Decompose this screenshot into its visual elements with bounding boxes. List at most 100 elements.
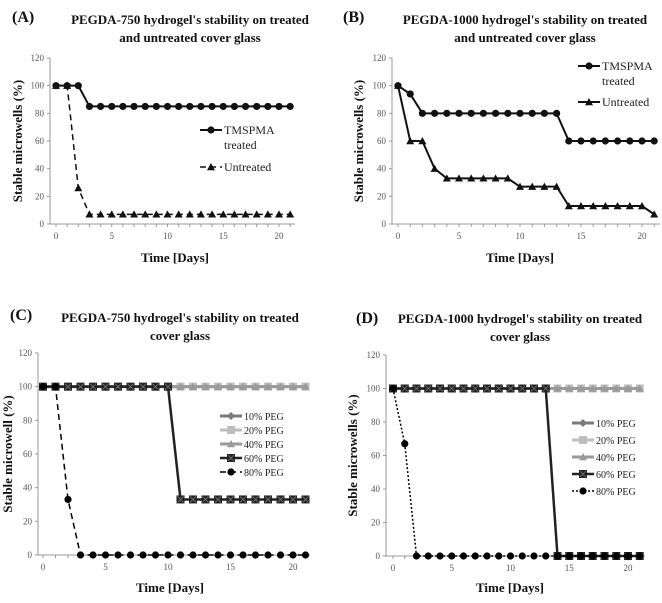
data-point <box>219 102 227 111</box>
x-tick-label: 20 <box>624 563 634 573</box>
x-axis-label: Time [Days] <box>141 250 209 265</box>
y-tick-label: 40 <box>35 164 45 174</box>
y-tick-label: 60 <box>23 449 33 459</box>
data-point <box>406 90 414 98</box>
series-line <box>392 388 640 557</box>
x-tick-label: 20 <box>289 562 299 572</box>
legend-marker-icon <box>579 487 587 495</box>
legend-label: Untreated <box>224 160 271 174</box>
legend-item: Untreated <box>578 95 649 109</box>
x-tick-label: 15 <box>565 563 575 573</box>
data-point <box>589 137 597 145</box>
panel-label: (C) <box>10 307 32 324</box>
legend-marker-icon <box>227 468 235 476</box>
data-point <box>541 384 550 393</box>
data-point <box>613 202 622 210</box>
y-tick-label: 80 <box>371 417 381 427</box>
data-point <box>406 137 415 145</box>
data-point <box>214 382 222 390</box>
legend-label: TMSPMA <box>224 123 275 137</box>
chart-title: PEGDA-750 hydrogel's stability on treate… <box>71 12 310 27</box>
data-point <box>638 202 646 210</box>
y-tick-label: 20 <box>23 516 33 526</box>
data-point <box>89 551 97 559</box>
x-tick-label: 10 <box>516 231 526 241</box>
data-point <box>577 552 585 560</box>
data-point <box>565 384 574 392</box>
y-tick-label: 120 <box>31 53 45 63</box>
y-tick-label: 80 <box>377 108 387 118</box>
legend-label: 80% PEG <box>596 487 636 498</box>
data-point <box>51 383 60 391</box>
data-point <box>492 109 500 117</box>
legend-item: Untreated <box>200 160 271 174</box>
data-point <box>650 137 658 145</box>
data-point <box>459 552 468 560</box>
data-point <box>577 384 585 392</box>
x-tick-label: 0 <box>391 563 396 573</box>
y-tick-label: 100 <box>19 382 33 392</box>
data-point <box>264 551 272 559</box>
y-tick-label: 40 <box>23 483 33 493</box>
data-point <box>471 384 480 393</box>
data-point <box>230 102 238 111</box>
chart-title: cover glass <box>490 329 550 344</box>
data-point <box>424 552 432 560</box>
series-80-peg <box>39 383 310 559</box>
data-point <box>394 81 402 89</box>
data-point <box>241 210 250 218</box>
legend-marker-icon <box>227 454 235 462</box>
data-point <box>276 551 285 559</box>
data-point <box>119 102 127 111</box>
data-point <box>251 495 260 504</box>
data-point <box>400 384 409 393</box>
chart-title: and untreated cover glass <box>119 30 260 45</box>
data-point <box>226 551 235 559</box>
x-axis-label: Time [Days] <box>486 250 554 265</box>
legend-label: 80% PEG <box>244 468 284 479</box>
data-point <box>588 384 597 392</box>
data-point <box>239 551 247 559</box>
data-point <box>276 382 285 390</box>
data-point <box>251 551 260 559</box>
data-point <box>276 495 285 504</box>
legend-item: 40% PEG <box>220 440 284 451</box>
legend-label: TMSPMA <box>602 59 653 73</box>
data-point <box>301 495 310 504</box>
data-point <box>565 137 573 145</box>
data-point <box>528 109 536 117</box>
data-point <box>289 551 297 559</box>
x-tick-label: 0 <box>396 231 401 241</box>
y-tick-label: 80 <box>35 108 45 118</box>
data-point <box>600 384 609 392</box>
legend-marker-icon <box>585 62 593 70</box>
data-point <box>176 495 185 504</box>
chart-title: and untreated cover glass <box>454 30 595 45</box>
data-point <box>275 210 283 218</box>
data-point <box>201 382 210 390</box>
data-point <box>176 382 185 390</box>
series-line <box>56 84 291 108</box>
data-point <box>126 551 135 559</box>
data-point <box>289 382 297 390</box>
data-point <box>141 102 149 111</box>
legend-marker-icon <box>579 436 587 444</box>
panel-label: (B) <box>343 9 364 26</box>
legend-label: 40% PEG <box>596 453 636 464</box>
legend-marker-icon <box>227 412 235 420</box>
y-tick-label: 120 <box>373 53 387 63</box>
x-tick-label: 0 <box>54 231 59 241</box>
data-point <box>553 552 562 560</box>
x-tick-label: 5 <box>457 231 462 241</box>
legend-marker-icon <box>585 98 593 106</box>
series-line <box>43 385 306 556</box>
data-point <box>436 384 444 393</box>
data-point <box>467 174 476 182</box>
data-point <box>108 102 116 111</box>
data-point <box>577 137 585 145</box>
data-point <box>97 102 105 111</box>
data-point <box>114 382 122 391</box>
legend-item: 20% PEG <box>572 436 636 447</box>
y-tick-label: 0 <box>40 219 45 229</box>
y-tick-label: 40 <box>377 164 387 174</box>
